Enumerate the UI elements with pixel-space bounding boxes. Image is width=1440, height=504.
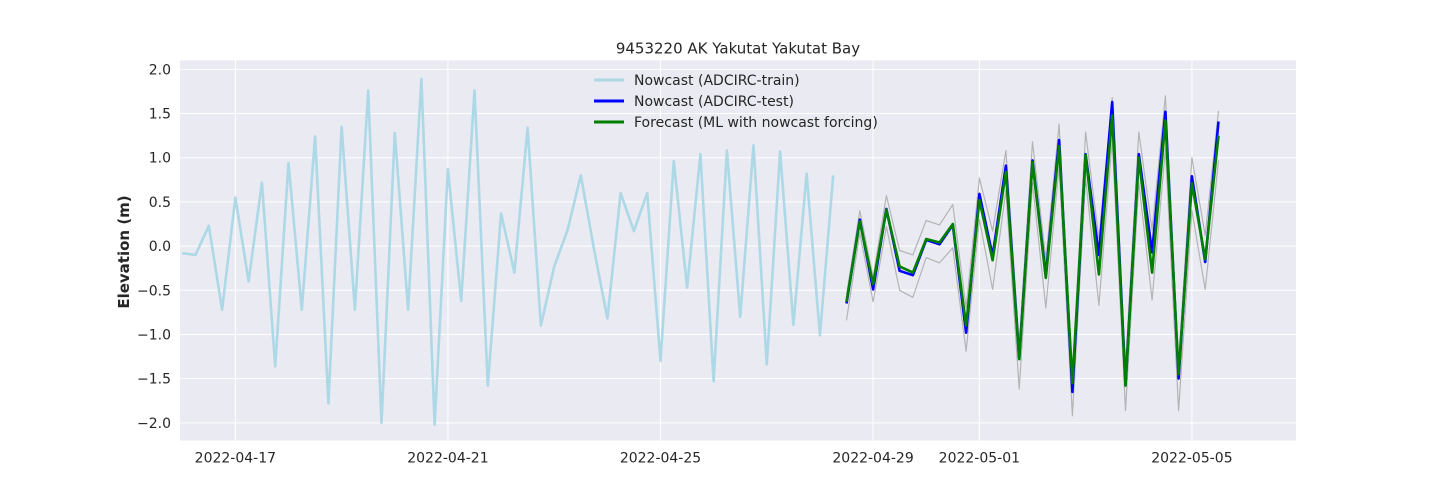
y-tick-label: −1.5 [137,372,171,388]
series-train-line [182,77,835,426]
y-tick-labels: 2.0 1.5 1.0 0.5 0.0 −0.5 −1.0 −1.5 −2.0 [137,62,171,431]
y-tick-label: −0.5 [137,283,171,299]
envelope-lines [845,95,1220,417]
x-tick-label: 2022-05-05 [1151,451,1232,467]
y-tick-label: −1.0 [137,327,171,343]
legend-label-test: Nowcast (ADCIRC-test) [634,94,794,110]
series-lines [182,77,1220,426]
y-tick-label: 1.0 [149,151,171,167]
legend: Nowcast (ADCIRC-train) Nowcast (ADCIRC-t… [594,73,878,131]
y-tick-label: 1.5 [149,107,171,123]
x-tick-label: 2022-04-17 [195,451,276,467]
chart-title: 9453220 AK Yakutat Yakutat Bay [616,40,860,58]
x-tick-label: 2022-04-21 [407,451,488,467]
grid [180,60,1296,441]
x-tick-labels: 2022-04-17 2022-04-21 2022-04-25 2022-04-29… [195,451,1233,467]
y-tick-label: 0.0 [149,239,171,255]
y-tick-label: 0.5 [149,195,171,211]
x-tick-label: 2022-05-01 [939,451,1020,467]
legend-label-forecast: Forecast (ML with nowcast forcing) [634,115,878,131]
y-tick-label: −2.0 [137,416,171,432]
x-tick-label: 2022-04-25 [620,451,701,467]
envelope-upper-line [845,95,1220,375]
y-tick-label: 2.0 [149,62,171,78]
series-test-line [845,100,1220,394]
y-axis-label: Elevation (m) [115,195,133,308]
legend-label-train: Nowcast (ADCIRC-train) [634,73,800,89]
x-tick-label: 2022-04-29 [832,451,913,467]
envelope-lower-line [845,139,1220,417]
series-forecast-line [845,114,1220,388]
